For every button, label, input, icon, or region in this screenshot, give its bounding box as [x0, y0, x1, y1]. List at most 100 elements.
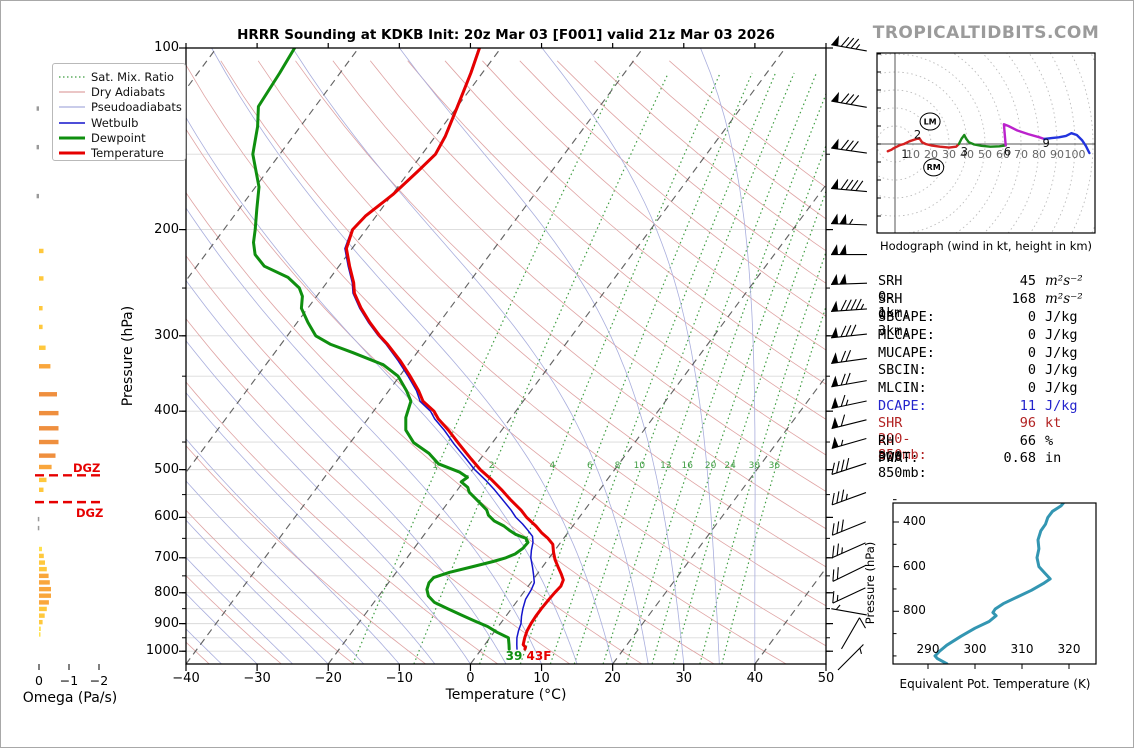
mixing-ratio-label: 13 [660, 461, 671, 471]
axis-tick-label: 40 [746, 671, 764, 686]
hodograph-speed-label: 70 [1014, 148, 1028, 161]
omega-bar [39, 487, 44, 492]
stat-value: 96 [1019, 415, 1036, 431]
hodograph-height-label: 2 [914, 128, 921, 142]
stat-value: 0 [1027, 327, 1036, 343]
hodograph-height-label: 9 [1043, 136, 1050, 150]
axis-tick-label: −1 [59, 673, 79, 688]
hodograph-speed-label: 80 [1032, 148, 1046, 161]
omega-bar [36, 144, 39, 150]
stat-unit: in [1045, 450, 1062, 466]
mixing-ratio-label: 8 [615, 461, 621, 471]
omega-bar [39, 619, 43, 625]
omega-bar [39, 426, 59, 431]
legend-item: Pseudoadiabats [53, 100, 185, 115]
mixing-ratio-label: 4 [549, 461, 555, 471]
legend-item: Dewpoint [53, 130, 185, 145]
axis-tick-label: 290 [916, 642, 940, 656]
omega-bar [39, 324, 43, 330]
legend: Sat. Mix. Ratio Dry Adiabats Pseudoadiabat… [52, 63, 186, 161]
omega-bar [39, 546, 42, 552]
omega-bar [39, 586, 51, 592]
axis-tick-label: 30 [675, 671, 693, 686]
stat-label: MLCAPE: [878, 327, 935, 343]
axis-tick-label: −30 [243, 671, 271, 686]
stat-label: RH 300-850mb: [878, 433, 927, 481]
thetae-axis-label: Equivalent Pot. Temperature (K) [899, 677, 1091, 691]
hodograph-speed-label: 60 [996, 148, 1010, 161]
omega-bar [37, 525, 40, 531]
stat-label: SRH 0-1km: [878, 273, 911, 321]
omega-bar [39, 364, 51, 369]
axis-tick-label: −10 [385, 671, 414, 686]
axis-tick-label: 320 [1057, 642, 1081, 656]
omega-bar [39, 306, 43, 311]
omega-bar [39, 560, 45, 565]
hodograph-height-label: 1 [901, 147, 908, 161]
stat-label: PWAT: [878, 450, 919, 466]
mixing-ratio-label: 16 [681, 461, 693, 471]
stat-value: 0 [1027, 362, 1036, 378]
omega-bar [39, 410, 59, 416]
axis-tick-label: 400 [154, 403, 179, 419]
hodograph-trace [1002, 122, 1046, 147]
hodograph-speed-label: 40 [960, 148, 974, 161]
mixing-ratio-label: 1 [432, 461, 438, 471]
stat-value: 11 [1019, 398, 1036, 414]
hodograph-speed-label: 30 [942, 148, 956, 161]
omega-bar [36, 193, 39, 199]
omega-bar [39, 392, 57, 397]
omega-bar [39, 553, 44, 559]
axis-tick-label: 600 [903, 558, 926, 573]
stat-value: 0 [1027, 345, 1036, 361]
stat-unit: J/kg [1045, 398, 1078, 414]
stat-label: SHR 200-850mb: [878, 415, 927, 463]
mixing-ratio-label: 20 [705, 461, 717, 471]
hodograph-speed-label: 20 [924, 148, 938, 161]
stat-label: DCAPE: [878, 398, 927, 414]
hodograph-caption: Hodograph (wind in kt, height in km) [879, 239, 1093, 253]
stat-value: 0 [1027, 309, 1036, 325]
mixing-ratio-label: 10 [634, 461, 646, 471]
storm-motion-label: LM [924, 117, 937, 126]
axis-tick-label: 600 [154, 509, 179, 525]
axis-tick-label: 200 [154, 221, 179, 237]
stat-value: 66 [1019, 433, 1036, 449]
skewt-plot: 1 2 4 6 8 10 13 16 20 24 30 36 [186, 48, 826, 664]
axis-tick-label: 400 [903, 514, 926, 528]
stat-label: SRH 0-3km: [878, 291, 911, 339]
omega-bar [37, 516, 40, 522]
axis-tick-label: 20 [604, 671, 621, 686]
dgz-label-lower: DGZ [76, 506, 104, 520]
legend-label: Pseudoadiabats [91, 100, 182, 115]
mixing-ratio-label: 30 [749, 461, 761, 471]
legend-label: Temperature [91, 146, 164, 161]
axis-tick-label: 100 [154, 40, 179, 55]
axis-tick-label: 1000 [145, 643, 179, 659]
omega-bar [39, 439, 59, 445]
omega-bar [39, 580, 50, 585]
hodograph-trace [886, 136, 961, 153]
omega-bar [39, 464, 52, 470]
stat-value: 168 [1011, 291, 1036, 307]
legend-label: Dewpoint [91, 130, 146, 145]
stat-value: 0 [1027, 380, 1036, 396]
mixing-ratio-label: 6 [587, 461, 593, 471]
legend-label: Wetbulb [91, 115, 139, 130]
omega-axis-label: Omega (Pa/s) [22, 690, 118, 706]
axis-tick-label: −20 [314, 671, 342, 686]
legend-item: Dry Adiabats [53, 84, 185, 99]
legend-item: Temperature [53, 145, 185, 160]
axis-tick-label: 500 [154, 461, 179, 477]
axis-tick-label: 0 [466, 671, 475, 686]
omega-bar [39, 248, 44, 254]
site-watermark: TROPICALTIDBITS.COM [872, 23, 1100, 43]
temperature-axis-label: Temperature (°C) [445, 687, 567, 703]
omega-bar [39, 573, 49, 579]
hodograph-height-label: 3 [961, 145, 968, 159]
omega-bar [39, 626, 41, 632]
stat-label: SBCIN: [878, 362, 927, 378]
legend-item: Wetbulb [53, 115, 185, 130]
omega-bar [39, 345, 46, 350]
